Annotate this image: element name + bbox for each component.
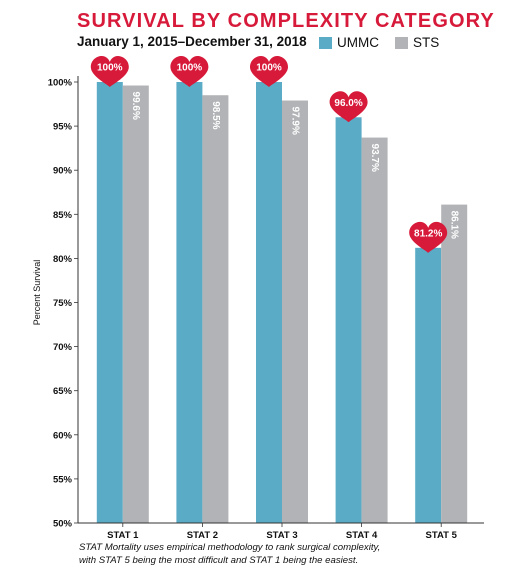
bar-chart: Percent Survival 50% 55% 60% 65% 70% 75% 80% 85%… (32, 56, 484, 540)
footnote: STAT Mortality uses empirical methodolog… (79, 542, 499, 567)
bar-ummc-2 (176, 82, 203, 523)
sts-value-label: 86.1% (449, 211, 460, 239)
y-axis-label: Percent Survival (32, 260, 42, 326)
heart-icon (250, 56, 288, 87)
legend-swatch-ummc (319, 36, 332, 49)
heart-shape (90, 56, 129, 87)
ummc-value-label: 96.0% (334, 98, 362, 109)
heart-icon (409, 221, 448, 253)
bar-ummc-3 (256, 82, 282, 523)
bar-sts-3 (282, 100, 308, 523)
x-tick-label: STAT 5 (426, 530, 458, 540)
y-tick-label: 75% (53, 298, 73, 309)
ummc-value-label: 100% (177, 63, 203, 74)
bar-ummc-4 (335, 117, 362, 523)
y-tick-label: 55% (53, 474, 73, 485)
ummc-value-label: 81.2% (414, 228, 442, 239)
y-tick-label: 80% (53, 254, 73, 265)
heart-icon (90, 56, 129, 87)
ummc-value-label: 100% (97, 63, 123, 74)
x-tick-label: STAT 4 (346, 530, 378, 540)
legend-label-sts: STS (413, 35, 440, 50)
y-tick-label: 95% (53, 122, 73, 133)
chart-title: SURVIVAL BY COMPLEXITY CATEGORY (77, 10, 495, 32)
bar-sts-5 (441, 204, 468, 523)
legend-label-ummc: UMMC (337, 35, 379, 50)
x-tick-label: STAT 1 (107, 530, 139, 540)
sts-value-label: 97.9% (289, 107, 300, 135)
y-tick-label: 60% (53, 430, 73, 441)
bar-ummc-5 (415, 247, 442, 524)
bar-sts-2 (202, 95, 229, 523)
legend-swatch-sts (395, 36, 408, 49)
sts-value-label: 99.6% (130, 92, 141, 120)
sts-value-label: 93.7% (369, 144, 380, 172)
y-tick-label: 50% (53, 519, 73, 530)
footnote-line-1: STAT Mortality uses empirical methodolog… (79, 542, 381, 553)
x-tick-label: STAT 2 (187, 530, 218, 540)
y-tick-label: 85% (53, 210, 73, 221)
chart-subtitle: January 1, 2015–December 31, 2018 (77, 34, 307, 49)
y-tick-label: 65% (53, 386, 73, 397)
heart-shape (409, 221, 448, 253)
sts-value-label: 98.5% (210, 101, 221, 129)
y-tick-label: 70% (53, 342, 73, 353)
heart-shape (329, 91, 368, 123)
heart-shape (170, 56, 209, 87)
legend-item-sts: STS (395, 35, 439, 50)
heart-icon (329, 91, 368, 123)
bar-sts-1 (122, 85, 149, 523)
bar-sts-4 (361, 137, 388, 524)
legend-item-ummc: UMMC (319, 35, 379, 50)
footnote-line-2: with STAT 5 being the most difficult and… (79, 554, 359, 566)
y-tick-label: 100% (48, 78, 73, 89)
chart-legend: UMMC STS (319, 35, 449, 50)
bar-ummc-1 (96, 82, 123, 523)
y-tick-label: 90% (53, 166, 73, 177)
ummc-value-label: 100% (256, 63, 282, 74)
x-tick-label: STAT 3 (266, 530, 297, 540)
heart-shape (250, 56, 288, 87)
heart-icon (170, 56, 209, 87)
